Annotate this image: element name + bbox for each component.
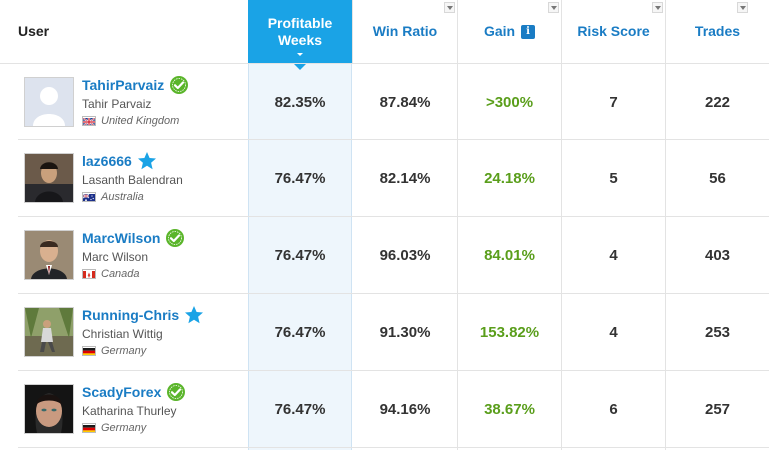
gain-value: 84.01% [484,247,535,264]
table-header: User Profitable Weeks Win Ratio Gain i R… [0,0,769,70]
avatar[interactable] [24,307,74,357]
username-link[interactable]: MarcWilson [82,230,161,246]
risk-score-value: 4 [609,324,618,341]
info-icon[interactable]: i [521,24,536,39]
user-info: Running-Chris Christian Wittig Germany [82,305,204,357]
header-win-ratio[interactable]: Win Ratio [353,0,457,63]
canada-flag-icon [82,269,96,279]
header-divider [457,0,458,63]
real-name: Katharina Thurley [82,404,177,418]
username-link[interactable]: TahirParvaiz [82,77,165,93]
trades-value: 222 [704,94,731,111]
win-ratio-value: 82.14% [379,170,431,187]
gain-dropdown-icon[interactable] [548,2,559,13]
australia-flag-icon [82,192,96,202]
header-risk-score-label: Risk Score [577,23,650,39]
header-win-ratio-label: Win Ratio [372,23,438,39]
header-divider [561,0,562,63]
profitable-weeks-value: 76.47% [274,247,326,264]
risk-score-value: 7 [609,94,618,111]
trades-value: 56 [709,170,726,187]
profitable-weeks-value: 76.47% [274,170,326,187]
table-row[interactable]: TahirParvaiz Tahir Parvaiz United Kingdo… [18,63,769,140]
user-info: TahirParvaiz Tahir Parvaiz United Kingdo… [82,75,189,127]
verified-check-icon [165,228,185,248]
table-row[interactable]: laz6666 Lasanth Balendran Australia 76.4… [18,140,769,217]
header-risk-score[interactable]: Risk Score [562,0,665,63]
trades-value: 403 [704,247,731,264]
star-icon [137,151,157,171]
table-row[interactable]: ScadyForex Katharina Thurley Germany 76.… [18,371,769,448]
trades-value: 257 [704,401,731,418]
header-trades-label: Trades [694,23,741,39]
header-gain-label: Gain [483,23,516,39]
risk-score-value: 4 [609,247,618,264]
header-profitable-weeks-label: Profitable Weeks [267,14,333,48]
profitable-weeks-value: 76.47% [274,324,326,341]
user-info: laz6666 Lasanth Balendran Australia [82,151,183,203]
real-name: Lasanth Balendran [82,173,183,187]
real-name: Marc Wilson [82,250,149,264]
uk-flag-icon [82,116,96,126]
sort-direction-icon [297,53,303,56]
header-trades[interactable]: Trades [666,0,769,63]
gain-value: >300% [485,94,534,111]
active-sort-pointer [293,63,307,70]
risk-score-dropdown-icon[interactable] [652,2,663,13]
win-ratio-dropdown-icon[interactable] [444,2,455,13]
country-name: Germany [101,422,147,434]
trades-value: 253 [704,324,731,341]
gain-value: 38.67% [484,401,535,418]
username-link[interactable]: ScadyForex [82,384,162,400]
win-ratio-value: 94.16% [379,401,431,418]
real-name: Christian Wittig [82,327,163,341]
user-info: MarcWilson Marc Wilson Canada [82,228,185,280]
header-divider [352,0,353,63]
risk-score-value: 5 [609,170,618,187]
country-name: Germany [101,345,147,357]
win-ratio-value: 96.03% [379,247,431,264]
header-user-label: User [18,23,50,39]
germany-flag-icon [82,346,96,356]
avatar[interactable] [24,153,74,203]
column-divider [665,63,666,450]
header-profitable-weeks[interactable]: Profitable Weeks [248,0,352,70]
header-divider [665,0,666,63]
risk-score-value: 6 [609,401,618,418]
profitable-weeks-value: 82.35% [274,94,326,111]
gain-value: 24.18% [484,170,535,187]
profitable-weeks-column-highlight [248,63,352,450]
country-name: Australia [101,191,144,203]
header-user: User [0,0,248,63]
avatar[interactable] [24,77,74,127]
column-divider [561,63,562,450]
verified-check-icon [166,382,186,402]
header-gain[interactable]: Gain i [458,0,561,63]
trades-dropdown-icon[interactable] [737,2,748,13]
win-ratio-value: 91.30% [379,324,431,341]
column-divider [457,63,458,450]
real-name: Tahir Parvaiz [82,97,152,111]
gain-value: 153.82% [479,324,540,341]
avatar[interactable] [24,230,74,280]
germany-flag-icon [82,423,96,433]
country-name: Canada [101,268,140,280]
user-info: ScadyForex Katharina Thurley Germany [82,382,186,434]
star-icon [184,305,204,325]
verified-check-icon [169,75,189,95]
profitable-weeks-value: 76.47% [274,401,326,418]
avatar[interactable] [24,384,74,434]
table-row[interactable]: Running-Chris Christian Wittig Germany 7… [18,294,769,371]
username-link[interactable]: laz6666 [82,153,132,169]
username-link[interactable]: Running-Chris [82,307,180,323]
table-row[interactable]: MarcWilson Marc Wilson Canada 76.47% 96.… [18,217,769,294]
country-name: United Kingdom [101,115,180,127]
win-ratio-value: 87.84% [379,94,431,111]
